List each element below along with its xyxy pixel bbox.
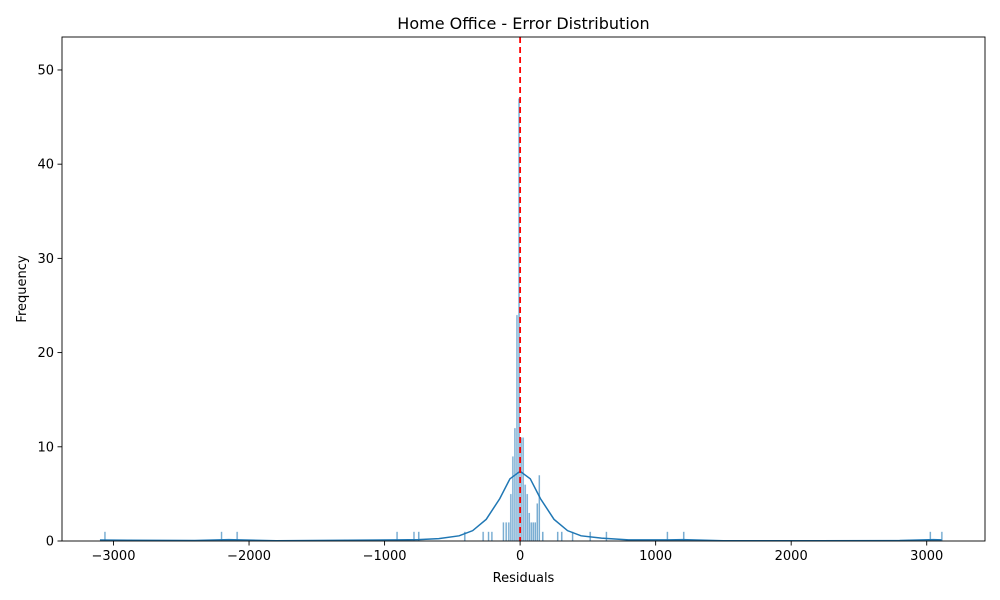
histogram-bar [505,521,508,542]
histogram-bar [536,503,539,542]
y-axis-label: Frequency [15,255,30,322]
histogram-bar [507,521,511,542]
histogram-bar [534,521,537,542]
y-tick-label: 20 [37,346,54,361]
x-tick-label: 2000 [775,549,808,564]
x-tick-label: 1000 [639,549,672,564]
y-tick-label: 0 [46,535,54,550]
histogram-bar [528,512,531,542]
histogram-bar [515,314,519,542]
histogram-bar [513,427,517,542]
histogram-bar [556,531,559,542]
histogram-bar [521,437,525,542]
histogram-bars [103,98,944,542]
axes-frame [61,36,986,542]
y-tick-label: 10 [37,440,54,455]
plot-area [99,37,944,542]
histogram-bar [530,521,533,542]
histogram-bar [511,456,515,542]
histogram-bar [526,493,529,542]
x-tick-label: 3000 [910,549,943,564]
histogram-bar [490,531,494,542]
histogram-bar [532,521,535,542]
histogram-bar [560,531,563,542]
x-tick-label: 0 [516,549,524,564]
histogram-bar [605,531,608,542]
x-tick-label: −2000 [227,549,271,564]
chart-title: Home Office - Error Distribution [397,14,649,33]
y-tick-label: 30 [37,252,54,267]
histogram-bar [538,474,541,542]
y-tick-label: 40 [37,158,54,173]
y-axis-ticks: 0 10 20 30 40 50 [37,63,62,550]
x-axis-ticks: −3000 −2000 −1000 0 1000 2000 3000 [92,541,943,564]
y-tick-label: 50 [37,63,54,78]
histogram-bar [481,531,485,542]
histogram-bar [487,531,490,542]
histogram-bar [523,484,527,542]
kde-curve [99,470,942,542]
histogram-bar [502,521,505,542]
x-tick-label: −3000 [92,549,136,564]
histogram-bar [541,531,544,542]
x-tick-label: −1000 [363,549,407,564]
histogram-bar [509,493,513,542]
x-axis-label: Residuals [493,571,555,586]
